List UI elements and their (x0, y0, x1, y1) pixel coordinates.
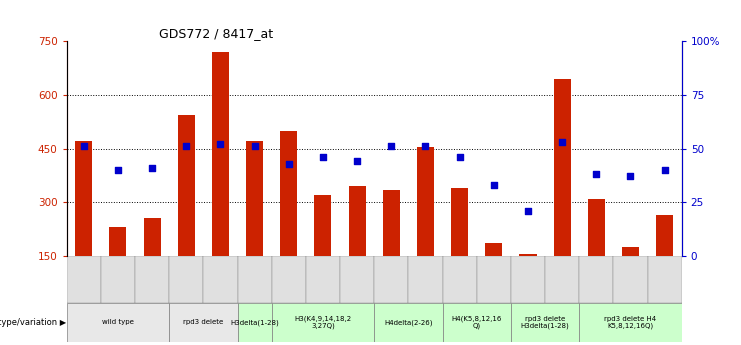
Bar (648, 256, 682, 303)
Text: rpd3 delete H4
K5,8,12,16Q): rpd3 delete H4 K5,8,12,16Q) (605, 316, 657, 329)
Bar (408, 256, 442, 303)
Point (78, 144, 90, 149)
Bar (306, 256, 340, 303)
Bar (178, 115, 195, 309)
Bar (485, 243, 502, 309)
Bar (67, 256, 101, 303)
Bar (511, 256, 545, 303)
Text: H4delta(2-26): H4delta(2-26) (384, 319, 433, 325)
Bar (554, 79, 571, 309)
Point (591, 171, 602, 177)
Point (419, 144, 431, 149)
Text: H3(K4,9,14,18,2
3,27Q): H3(K4,9,14,18,2 3,27Q) (294, 315, 351, 329)
Bar (272, 256, 306, 303)
Bar (442, 256, 476, 303)
Bar (101, 256, 135, 303)
Bar (340, 256, 374, 303)
Point (488, 182, 499, 188)
Bar (76, 141, 93, 309)
Bar (144, 218, 161, 309)
Bar (417, 147, 434, 309)
Bar (383, 190, 400, 309)
Bar (614, 256, 648, 303)
Point (385, 144, 397, 149)
Bar (374, 256, 408, 303)
Point (317, 155, 329, 160)
Bar (169, 303, 238, 342)
Bar (246, 141, 263, 309)
Bar (579, 303, 682, 342)
Bar (238, 303, 272, 342)
Point (625, 174, 637, 179)
Text: H4(K5,8,12,16
Q): H4(K5,8,12,16 Q) (451, 315, 502, 329)
Bar (545, 256, 579, 303)
Bar (67, 303, 169, 342)
Bar (442, 303, 511, 342)
Text: rpd3 delete: rpd3 delete (183, 319, 224, 325)
Bar (374, 303, 442, 342)
Point (180, 144, 192, 149)
Bar (656, 215, 673, 309)
Text: H3delta(1-28): H3delta(1-28) (230, 319, 279, 325)
Text: genotype/variation ▶: genotype/variation ▶ (0, 318, 67, 327)
Bar (272, 303, 374, 342)
Bar (451, 188, 468, 309)
Point (249, 144, 261, 149)
Bar (110, 227, 127, 309)
Bar (212, 52, 229, 309)
Text: rpd3 delete
H3delta(1-28): rpd3 delete H3delta(1-28) (521, 316, 569, 329)
Bar (238, 256, 272, 303)
Point (556, 139, 568, 145)
Point (351, 159, 363, 164)
Point (283, 161, 295, 166)
Bar (622, 247, 639, 309)
Point (659, 167, 671, 173)
Bar (511, 303, 579, 342)
Point (215, 141, 227, 147)
Bar (579, 256, 614, 303)
Bar (476, 256, 511, 303)
Bar (314, 195, 331, 309)
Bar (588, 199, 605, 309)
Point (453, 155, 465, 160)
Bar (169, 256, 203, 303)
Point (522, 208, 534, 214)
Text: GDS772 / 8417_at: GDS772 / 8417_at (159, 27, 273, 40)
Bar (280, 131, 297, 309)
Point (112, 167, 124, 173)
Bar (519, 254, 536, 309)
Text: wild type: wild type (102, 319, 134, 325)
Bar (135, 256, 169, 303)
Bar (203, 256, 238, 303)
Point (146, 165, 158, 171)
Bar (348, 186, 365, 309)
